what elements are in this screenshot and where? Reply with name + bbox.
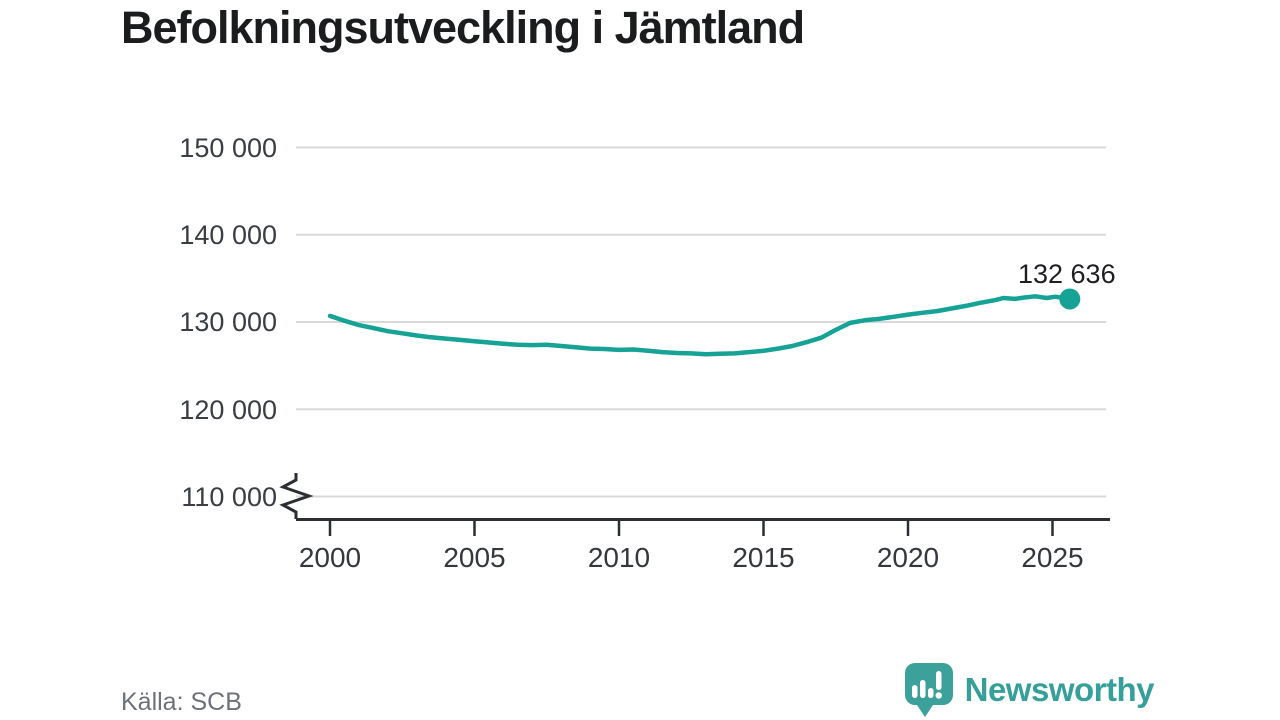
axis-break-icon (279, 473, 314, 519)
exclamation-dot (935, 692, 942, 699)
xtick-label: 2015 (732, 542, 794, 573)
ytick-label: 130 000 (179, 307, 277, 337)
x-axis-labels: 2000 2005 2010 2015 2020 2025 (299, 542, 1084, 573)
xtick-label: 2000 (299, 542, 361, 573)
y-axis-labels: 150 000 140 000 130 000 120 000 110 000 (179, 133, 277, 512)
xtick-label: 2010 (588, 542, 650, 573)
chart-title: Befolkningsutveckling i Jämtland (121, 2, 805, 53)
end-dot (1059, 288, 1081, 310)
brand-footer: Newsworthy (903, 662, 1155, 718)
population-line (327, 294, 1073, 357)
xtick-label: 2005 (443, 542, 505, 573)
source-note: Källa: SCB (121, 688, 242, 716)
x-axis (279, 473, 1110, 536)
xtick-label: 2025 (1021, 542, 1083, 573)
newsworthy-logo-icon (904, 663, 953, 717)
gridlines (296, 146, 1106, 498)
bar-chart-glyph (911, 671, 942, 699)
ytick-label: 110 000 (181, 482, 277, 512)
ytick-label: 150 000 (179, 133, 277, 163)
ytick-label: 140 000 (179, 220, 277, 250)
end-value-label: 132 636 (1018, 259, 1116, 289)
xtick-label: 2020 (877, 542, 939, 573)
line-chart: 150 000 140 000 130 000 120 000 110 000 … (179, 133, 1116, 573)
exclamation-stem (935, 671, 942, 690)
brand-name: Newsworthy (964, 671, 1155, 708)
ytick-label: 120 000 (179, 395, 277, 425)
